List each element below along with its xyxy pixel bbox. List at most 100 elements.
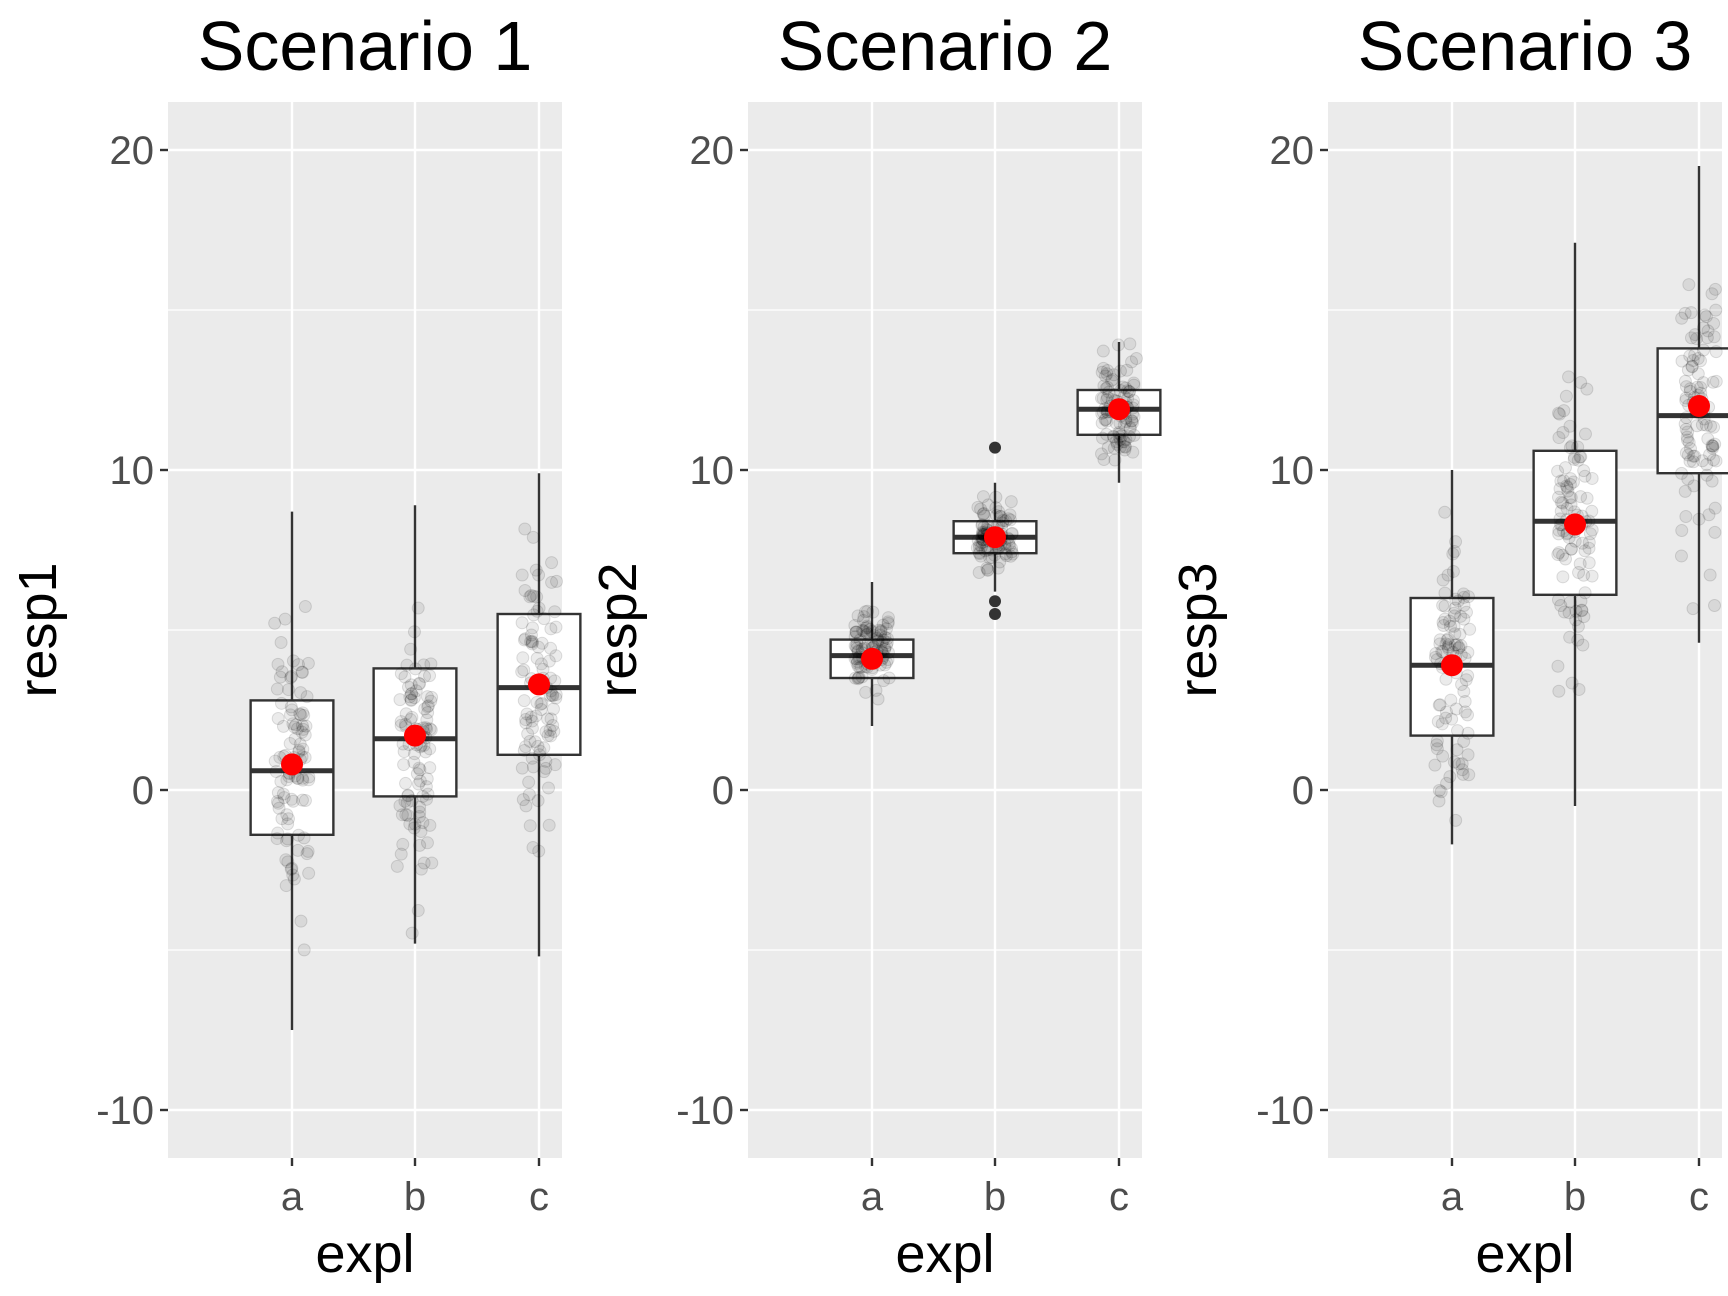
jitter-point [881,611,895,625]
jitter-point [1127,410,1141,424]
jitter-point [1095,416,1109,430]
jitter-point [1678,417,1692,431]
jitter-point [873,628,887,642]
jitter-point [529,709,543,723]
jitter-point [1573,450,1587,464]
jitter-point [549,688,563,702]
jitter-point [404,687,418,701]
jitter-point [1703,448,1717,462]
jitter-point [1679,446,1693,460]
jitter-point [1679,422,1693,436]
jitter-point [515,761,529,775]
jitter-point [1430,742,1444,756]
jitter-point [1459,673,1473,687]
jitter-point [1115,429,1129,443]
jitter-point [1006,547,1020,561]
y-tick-label: 20 [110,129,155,173]
jitter-point [542,818,556,832]
jitter-point [1432,698,1446,712]
jitter-point [423,761,437,775]
jitter-point [1695,418,1709,432]
jitter-point [978,544,992,558]
jitter-point [407,691,421,705]
jitter-point [286,794,300,808]
jitter-point [1571,633,1585,647]
jitter-point [1439,711,1453,725]
jitter-point [523,819,537,833]
jitter-point [401,788,415,802]
jitter-point [1118,439,1132,453]
jitter-point [852,670,866,684]
jitter-point [412,810,426,824]
panel-title: Scenario 1 [198,7,533,85]
jitter-point [275,665,289,679]
jitter-point [1697,343,1711,357]
jitter-point [546,689,560,703]
jitter-point [861,604,875,618]
jitter-point [1428,650,1442,664]
jitter-point [270,682,284,696]
jitter-point [409,684,423,698]
jitter-point [546,719,560,733]
jitter-point [525,634,539,648]
jitter-point [1430,738,1444,752]
jitter-point [1457,684,1471,698]
jitter-point [1552,431,1566,445]
jitter-point [539,725,553,739]
jitter-point [535,636,549,650]
jitter-point [1686,354,1700,368]
jitter-point [975,540,989,554]
jitter-point [1449,702,1463,716]
jitter-point [1702,508,1716,522]
jitter-point [1126,394,1140,408]
jitter-point [849,625,863,639]
jitter-point [871,633,885,647]
jitter-point [284,862,298,876]
jitter-point [1431,714,1445,728]
jitter-point [992,505,1006,519]
jitter-point [423,818,437,832]
jitter-point [1436,749,1450,763]
jitter-point [298,599,312,613]
jitter-point [1708,282,1722,296]
jitter-point [405,926,419,940]
jitter-point [302,770,316,784]
jitter-point [530,651,544,665]
jitter-point [1552,523,1566,537]
jitter-point [1455,757,1469,771]
jitter-point [1447,755,1461,769]
jitter-point [543,723,557,737]
jitter-point [1585,504,1599,518]
jitter-point [1701,432,1715,446]
jitter-point [295,665,309,679]
jitter-point [277,791,291,805]
jitter-point [295,725,309,739]
jitter-point [1564,542,1578,556]
jitter-point [1697,321,1711,335]
jitter-point [1574,490,1588,504]
jitter-point [424,694,438,708]
jitter-point [857,624,871,638]
box-c [1656,166,1728,643]
jitter-point [1113,433,1127,447]
jitter-point [1571,453,1585,467]
jitter-point [1682,435,1696,449]
jitter-point [398,794,412,808]
jitter-point [870,631,884,645]
jitter-point [1003,508,1017,522]
jitter-point [1454,639,1468,653]
jitter-point [880,636,894,650]
jitter-point [1681,448,1695,462]
jitter-point [1679,510,1693,524]
jitter-point [1447,606,1461,620]
jitter-point [1557,605,1571,619]
jitter-point [297,831,311,845]
jitter-point [1569,604,1583,618]
jitter-point [1457,587,1471,601]
jitter-point [400,796,414,810]
jitter-point [299,719,313,733]
jitter-point [399,776,413,790]
jitter-point [411,601,425,615]
jitter-point [525,637,539,651]
jitter-point [541,781,555,795]
